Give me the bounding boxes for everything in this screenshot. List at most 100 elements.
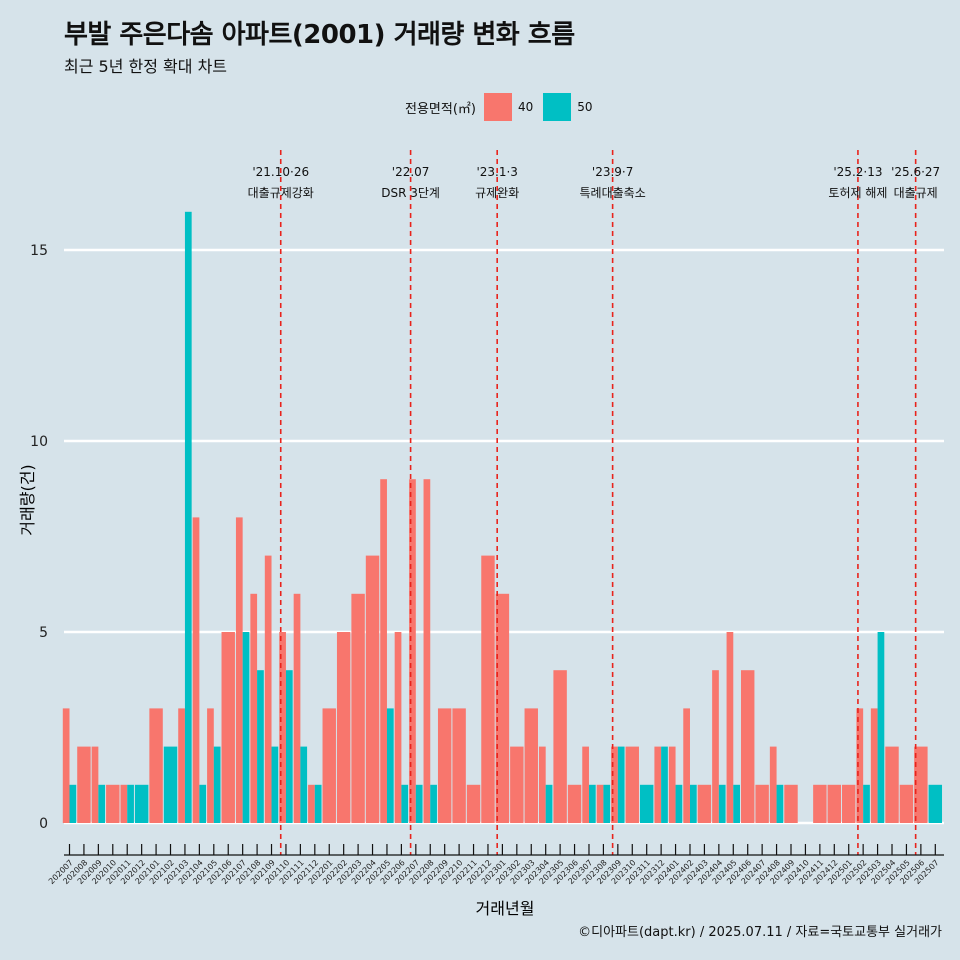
bar-40 bbox=[192, 517, 200, 823]
bar-40 bbox=[885, 746, 899, 823]
bar-40 bbox=[755, 784, 769, 823]
bar-40 bbox=[279, 632, 286, 823]
bar-40 bbox=[62, 708, 70, 823]
bar-40 bbox=[683, 708, 690, 823]
bar-40 bbox=[495, 593, 510, 823]
bar-50 bbox=[69, 784, 77, 823]
legend-swatch-40 bbox=[483, 93, 512, 121]
bar-50 bbox=[639, 784, 654, 823]
event-date: '23.1·3 bbox=[476, 165, 517, 179]
bar-40 bbox=[827, 784, 842, 823]
bar-50 bbox=[430, 784, 437, 823]
bar-40 bbox=[870, 708, 878, 823]
legend: 전용면적(㎡) 40 50 bbox=[405, 93, 603, 121]
bar-40 bbox=[914, 746, 928, 823]
event-label: 토허제 해제 bbox=[828, 186, 887, 200]
bar-40 bbox=[380, 479, 387, 823]
bar-50 bbox=[733, 784, 740, 823]
event-date: '25.6·27 bbox=[891, 165, 940, 179]
bar-40 bbox=[654, 746, 662, 823]
event-date: '22.07 bbox=[392, 165, 430, 179]
bar-40 bbox=[365, 555, 380, 823]
bar-40 bbox=[77, 746, 91, 823]
event-label: 대출규제강화 bbox=[248, 186, 314, 200]
bar-50 bbox=[285, 670, 293, 823]
bar-50 bbox=[163, 746, 178, 823]
bar-40 bbox=[668, 746, 676, 823]
bar-40 bbox=[336, 632, 351, 823]
bar-50 bbox=[718, 784, 726, 823]
bar-50 bbox=[928, 784, 943, 823]
bar-40 bbox=[553, 670, 567, 823]
bar-40 bbox=[510, 746, 524, 823]
bar-50 bbox=[213, 746, 221, 823]
bar-40 bbox=[481, 555, 495, 823]
source-caption: ©디아파트(dapt.kr) / 2025.07.11 / 자료=국토교통부 실… bbox=[578, 925, 942, 940]
y-tick-label: 5 bbox=[39, 625, 48, 641]
bar-50 bbox=[877, 632, 885, 823]
bar-50 bbox=[661, 746, 668, 823]
bar-50 bbox=[689, 784, 697, 823]
bar-50 bbox=[617, 746, 625, 823]
bar-50 bbox=[98, 784, 106, 823]
event-date: '23.9·7 bbox=[592, 165, 633, 179]
legend-label-40: 40 bbox=[517, 100, 534, 114]
bar-40 bbox=[250, 593, 258, 823]
bar-50 bbox=[545, 784, 553, 823]
bar-50 bbox=[314, 784, 322, 823]
event-label: 특례대출축소 bbox=[580, 186, 646, 200]
bar-40 bbox=[813, 784, 827, 823]
y-tick-label: 0 bbox=[39, 816, 48, 832]
x-axis: 2020072020082020092020102020112020122021… bbox=[47, 844, 944, 886]
x-axis-title: 거래년월 bbox=[476, 899, 535, 918]
bar-40 bbox=[293, 593, 301, 823]
bar-50 bbox=[386, 708, 394, 823]
legend-label-50: 50 bbox=[577, 100, 593, 114]
chart-title: 부발 주은다솜 아파트(2001) 거래량 변화 흐름 bbox=[64, 20, 575, 50]
bar-40 bbox=[567, 784, 582, 823]
event-label: 대출규제 bbox=[894, 186, 938, 200]
bar-50 bbox=[415, 784, 423, 823]
bar-40 bbox=[712, 670, 719, 823]
bar-50 bbox=[675, 784, 683, 823]
bar-40 bbox=[120, 784, 128, 823]
bar-50 bbox=[588, 784, 596, 823]
bar-40 bbox=[452, 708, 466, 823]
bar-40 bbox=[524, 708, 538, 823]
bar-40 bbox=[322, 708, 336, 823]
bar-50 bbox=[127, 784, 134, 823]
bar-40 bbox=[769, 746, 777, 823]
bar-40 bbox=[842, 784, 856, 823]
legend-swatch-50 bbox=[543, 93, 572, 121]
bar-50 bbox=[257, 670, 264, 823]
bar-40 bbox=[235, 517, 243, 823]
bar-40 bbox=[582, 746, 589, 823]
bar-40 bbox=[423, 479, 431, 823]
bar-50 bbox=[134, 784, 149, 823]
y-axis-title: 거래량(건) bbox=[18, 464, 37, 535]
bar-40 bbox=[409, 479, 416, 823]
chart-subtitle: 최근 5년 한정 확대 차트 bbox=[64, 57, 228, 76]
y-axis-ticks: 0 5 10 15 bbox=[30, 243, 48, 832]
bar-50 bbox=[242, 632, 250, 823]
event-date: '21.10·26 bbox=[252, 165, 309, 179]
bar-50 bbox=[863, 784, 870, 823]
bar-40 bbox=[178, 708, 185, 823]
bar-40 bbox=[351, 593, 365, 823]
bar-40 bbox=[625, 746, 639, 823]
bars bbox=[62, 211, 943, 824]
bar-40 bbox=[538, 746, 546, 823]
bar-50 bbox=[603, 784, 611, 823]
bar-40 bbox=[91, 746, 99, 823]
bar-50 bbox=[271, 746, 279, 823]
bar-40 bbox=[207, 708, 214, 823]
bar-40 bbox=[856, 708, 864, 823]
y-tick-label: 15 bbox=[30, 243, 48, 259]
event-label: 규제완화 bbox=[475, 186, 519, 200]
bar-40 bbox=[611, 746, 618, 823]
event-label: DSR 3단계 bbox=[381, 186, 440, 200]
bar-40 bbox=[697, 784, 712, 823]
bar-40 bbox=[726, 632, 734, 823]
bar-50 bbox=[401, 784, 409, 823]
